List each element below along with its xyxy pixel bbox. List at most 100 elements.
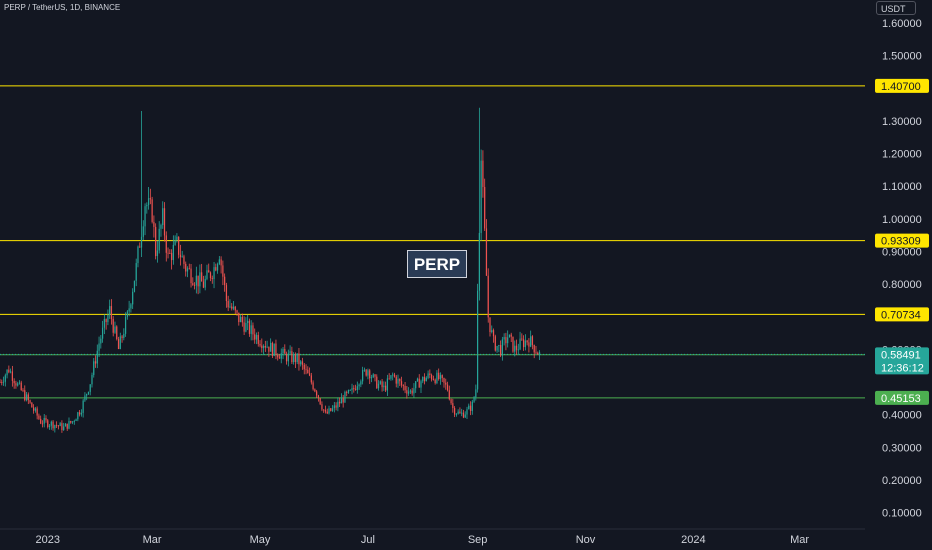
candle-body	[429, 373, 431, 376]
candle-body	[519, 338, 521, 350]
candle-body	[257, 335, 259, 344]
candle-body	[45, 418, 47, 421]
candle-body	[508, 334, 511, 338]
last-price-tag-bg	[875, 347, 929, 375]
candle-body	[448, 390, 450, 400]
x-tick-label: May	[250, 534, 271, 546]
candle-body	[301, 361, 304, 365]
candle-body	[155, 226, 157, 257]
candle-body	[312, 382, 314, 390]
candle-body	[308, 373, 311, 376]
candle-body	[199, 272, 201, 287]
candle-body	[330, 408, 332, 411]
candle-body	[183, 256, 185, 264]
candle-body	[411, 390, 413, 394]
level-tag-support[interactable]: 0.45153	[875, 390, 929, 405]
candle-body	[453, 408, 456, 415]
x-tick-label: Jul	[361, 534, 375, 546]
candle-body	[468, 405, 470, 410]
candle-body	[484, 186, 486, 229]
candle-body	[192, 283, 194, 285]
candle-body	[420, 381, 422, 388]
candle-body	[195, 275, 197, 286]
candle-body	[114, 326, 116, 333]
candle-body	[50, 421, 52, 426]
level-tag-resistance-bg	[875, 307, 929, 322]
candle-body	[524, 340, 526, 348]
candle-body	[156, 250, 159, 257]
candle-body	[496, 345, 498, 351]
time-axis[interactable]: 2023 Mar May Jul Sep Nov 2024 Mar	[36, 534, 810, 546]
candle-body	[250, 325, 252, 334]
candle-body	[530, 336, 532, 347]
candle-body	[434, 379, 436, 384]
candle-body	[402, 385, 404, 387]
candle-body	[40, 418, 42, 424]
candle-body	[84, 395, 86, 401]
candle-body	[482, 160, 484, 187]
candle-body	[310, 375, 312, 383]
candle-body	[293, 354, 295, 363]
candle-body	[415, 381, 417, 389]
candle-body	[186, 268, 189, 272]
candle-body	[190, 268, 192, 284]
candle-body	[121, 336, 123, 338]
candle-body	[413, 388, 415, 394]
candle-body	[450, 399, 452, 404]
candle-body	[480, 160, 482, 233]
level-tag-resistance[interactable]: 1.40700	[875, 78, 929, 93]
candle-body	[9, 371, 12, 373]
candle-body	[262, 345, 265, 349]
level-tag-resistance[interactable]: 0.70734	[875, 307, 929, 322]
candle-body	[268, 346, 270, 352]
candle-body	[360, 381, 362, 385]
level-tag-resistance[interactable]: 0.93309	[875, 233, 929, 248]
candle-body	[31, 402, 33, 408]
horizontal-levels	[0, 85, 865, 399]
candle-body	[158, 228, 160, 251]
candle-body	[328, 408, 330, 414]
candle-body	[393, 374, 396, 377]
candle-body	[275, 343, 277, 355]
candle-body	[372, 374, 374, 378]
candle-body	[34, 408, 36, 411]
candle-body	[179, 254, 182, 258]
candle-body	[422, 376, 424, 382]
level-tag-resistance-bg	[875, 233, 929, 248]
candle-body	[514, 345, 516, 352]
candle-body	[18, 382, 21, 384]
candle-body	[390, 375, 392, 379]
candle-body	[499, 345, 502, 356]
candle-body	[386, 378, 389, 391]
x-tick-label: 2023	[36, 534, 60, 546]
candle-body	[314, 389, 316, 392]
candle-body	[0, 382, 1, 383]
candle-body	[452, 403, 454, 409]
candle-body	[526, 340, 528, 343]
candle-body	[224, 276, 226, 286]
candle-body	[1, 382, 3, 383]
candle-body	[218, 259, 220, 265]
candle-body	[70, 421, 72, 423]
candle-body	[89, 384, 91, 392]
candle-body	[123, 333, 125, 338]
y-tick-label: 0.80000	[882, 279, 922, 291]
candle-body	[116, 326, 118, 340]
candle-body	[103, 319, 105, 328]
candle-body	[409, 390, 412, 392]
currency-button[interactable]: USDT	[876, 1, 916, 15]
y-tick-label: 0.30000	[882, 442, 922, 454]
candle-body	[71, 421, 74, 423]
candle-body	[206, 270, 208, 279]
candle-body	[220, 259, 222, 266]
candle-body	[109, 306, 111, 315]
candle-body	[273, 343, 275, 357]
candle-body	[264, 345, 266, 348]
candle-body	[351, 388, 353, 390]
candle-body	[176, 236, 178, 240]
candle-body	[284, 349, 286, 354]
candle-body	[503, 337, 505, 340]
candle-body	[287, 353, 289, 362]
candle-body	[68, 421, 70, 429]
